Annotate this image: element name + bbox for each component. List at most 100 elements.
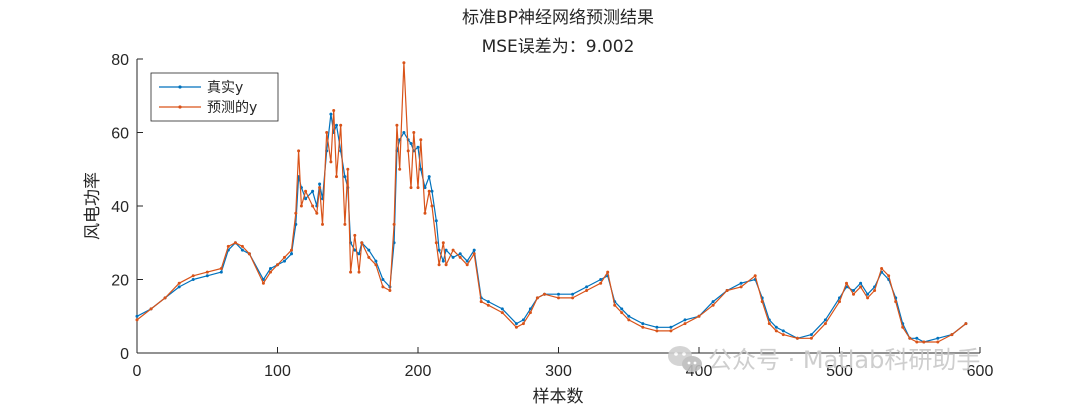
data-point bbox=[486, 300, 490, 304]
y-tick-label: 0 bbox=[120, 346, 129, 363]
legend-marker bbox=[178, 85, 182, 89]
data-point bbox=[332, 109, 336, 112]
data-point bbox=[398, 167, 402, 171]
series-layer bbox=[135, 61, 968, 344]
data-point bbox=[859, 285, 863, 289]
data-point bbox=[434, 219, 438, 223]
data-point bbox=[367, 255, 371, 259]
data-point bbox=[343, 175, 347, 179]
y-axis: 0 20 40 60 80 bbox=[111, 52, 143, 363]
data-point bbox=[535, 296, 539, 300]
data-point bbox=[219, 270, 223, 274]
data-point bbox=[353, 248, 357, 252]
data-point bbox=[318, 182, 322, 186]
data-point bbox=[357, 252, 361, 256]
data-point bbox=[205, 274, 209, 278]
data-point bbox=[329, 160, 333, 164]
data-point bbox=[500, 307, 504, 311]
data-point bbox=[430, 189, 434, 193]
data-point bbox=[388, 289, 392, 292]
data-point bbox=[809, 336, 813, 340]
data-point bbox=[760, 300, 764, 304]
data-point bbox=[655, 329, 659, 333]
data-point bbox=[283, 255, 286, 259]
data-point bbox=[557, 296, 560, 300]
data-point bbox=[357, 270, 361, 274]
data-point bbox=[683, 318, 687, 322]
data-point bbox=[233, 241, 237, 245]
data-point bbox=[346, 167, 350, 171]
data-point bbox=[283, 259, 286, 263]
data-point bbox=[304, 189, 308, 193]
data-point bbox=[683, 322, 687, 326]
data-point bbox=[697, 314, 701, 318]
data-point bbox=[321, 222, 324, 226]
data-point bbox=[641, 322, 645, 326]
data-point bbox=[402, 61, 406, 65]
data-point bbox=[402, 131, 406, 134]
data-point bbox=[557, 292, 560, 296]
legend-label: 真实y bbox=[207, 80, 243, 96]
data-point bbox=[774, 325, 778, 329]
data-point bbox=[353, 233, 357, 237]
data-point bbox=[374, 263, 378, 267]
data-point bbox=[191, 278, 195, 281]
data-point bbox=[627, 318, 631, 322]
data-point bbox=[406, 149, 410, 153]
data-point bbox=[528, 311, 532, 315]
watermark: 公众号 · Matlab科研助手 bbox=[668, 346, 980, 374]
data-point bbox=[458, 252, 462, 256]
data-point bbox=[669, 329, 673, 333]
data-point bbox=[205, 270, 209, 274]
data-point bbox=[936, 336, 940, 340]
data-point bbox=[767, 322, 771, 326]
data-point bbox=[859, 281, 863, 285]
series-2 bbox=[135, 61, 968, 344]
data-point bbox=[781, 329, 785, 333]
data-point bbox=[451, 248, 455, 252]
x-tick-label: 300 bbox=[545, 363, 572, 380]
data-point bbox=[343, 222, 347, 226]
data-point bbox=[585, 285, 589, 289]
data-point bbox=[606, 270, 610, 274]
x-axis: 0 100 200 300 400 500 600 bbox=[133, 347, 993, 380]
data-point bbox=[873, 289, 877, 292]
y-tick-label: 20 bbox=[111, 273, 129, 290]
data-point bbox=[950, 333, 954, 337]
data-point bbox=[894, 300, 898, 304]
y-axis-label: 风电功率 bbox=[83, 172, 103, 240]
data-point bbox=[781, 333, 785, 337]
data-point bbox=[318, 186, 322, 190]
data-point bbox=[437, 263, 441, 267]
data-point bbox=[149, 307, 153, 311]
data-point bbox=[325, 131, 329, 134]
data-point bbox=[290, 248, 293, 252]
data-point bbox=[177, 285, 181, 289]
data-point bbox=[427, 175, 431, 179]
data-point bbox=[465, 259, 469, 263]
data-point bbox=[739, 281, 743, 285]
data-point bbox=[329, 112, 333, 116]
y-tick-label: 60 bbox=[111, 126, 129, 143]
data-point bbox=[908, 336, 912, 340]
data-point bbox=[620, 311, 624, 315]
data-point bbox=[297, 149, 301, 153]
data-point bbox=[809, 333, 813, 337]
data-point bbox=[434, 241, 438, 245]
data-point bbox=[458, 255, 462, 259]
data-point bbox=[219, 267, 223, 270]
data-point bbox=[866, 292, 870, 296]
data-point bbox=[276, 263, 279, 267]
data-point bbox=[409, 186, 413, 190]
data-point bbox=[135, 318, 139, 322]
data-point bbox=[620, 307, 624, 311]
data-point bbox=[315, 211, 319, 215]
x-tick-label: 100 bbox=[264, 363, 291, 380]
data-point bbox=[444, 248, 448, 252]
data-point bbox=[823, 318, 827, 322]
data-point bbox=[845, 281, 848, 285]
data-point bbox=[838, 300, 841, 304]
data-point bbox=[901, 325, 905, 329]
data-point bbox=[304, 197, 308, 201]
